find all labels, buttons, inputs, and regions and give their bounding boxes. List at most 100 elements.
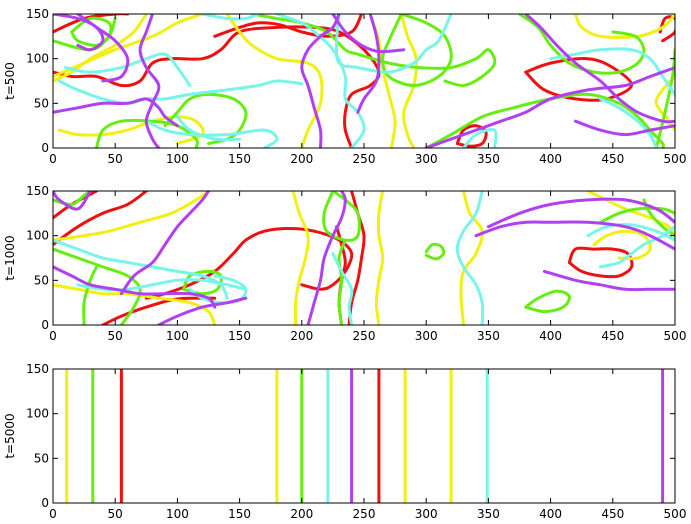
x-tick-label: 150 [228,329,251,343]
series-line-purple-38 [300,14,341,148]
x-tick-label: 0 [49,152,57,166]
series-line-purple-34 [53,265,217,309]
x-tick-label: 100 [166,507,189,521]
series-line-yellow-8 [53,283,217,325]
series-line-purple-34 [53,14,105,52]
series-group [53,14,675,148]
x-tick-label: 100 [166,152,189,166]
series-line-cyan-32 [549,47,675,96]
series-line-red-2 [53,191,148,247]
series-line-yellow-11 [374,191,385,325]
x-tick-label: 450 [601,507,624,521]
series-line-purple-36 [306,191,347,325]
x-tick-label: 350 [477,507,500,521]
x-tick-label: 400 [539,152,562,166]
x-tick-label: 500 [664,507,687,521]
y-tick-label: 50 [34,96,49,110]
series-line-green-23 [598,206,675,224]
series-line-cyan-33 [598,97,658,148]
series-group [65,369,665,503]
series-line-green-20 [337,238,347,325]
y-tick-label: 100 [26,52,49,66]
y-tick-label: 150 [26,362,49,376]
series-line-purple-41 [424,66,675,148]
series-line-cyan-26 [76,278,248,292]
series-line-cyan-26 [144,119,279,148]
series-line-cyan-31 [462,127,498,148]
series-line-purple-39 [542,269,675,292]
panel-2: 0 50 100 150 200 250 300 350 400 450 500 0 50 100 150 t… [3,184,686,343]
series-line-purple-36 [138,14,161,148]
panel-1: 0 50 100 150 200 250 300 350 400 450 500 0 50 100 150 t… [3,7,686,166]
y-tick-label: 0 [41,141,49,155]
x-tick-label: 350 [477,152,500,166]
x-tick-label: 250 [353,329,376,343]
x-tick-label: 300 [415,507,438,521]
series-line-yellow-14 [654,75,675,132]
series-line-yellow-10 [225,14,324,148]
x-tick-label: 500 [664,152,687,166]
panel-3: 0 50 100 150 200 250 300 350 400 450 500 0 50 100 150 t… [3,362,686,521]
series-line-red-2 [53,25,381,148]
series-line-red-6 [658,15,675,43]
series-line-purple-39 [356,14,381,114]
y-tick-label: 50 [34,451,49,465]
series-line-purple-38 [486,197,675,229]
x-tick-label: 250 [353,507,376,521]
x-tick-label: 300 [415,329,438,343]
series-line-cyan-27 [175,115,242,142]
y-tick-label: 100 [26,407,49,421]
series-line-green-22 [524,289,571,314]
series-line-yellow-14 [592,229,652,261]
x-tick-label: 200 [290,329,313,343]
x-tick-label: 0 [49,507,57,521]
series-line-purple-35 [76,14,130,83]
x-tick-label: 150 [228,507,251,521]
y-axis-label: t=1000 [3,235,17,280]
y-axis-label: t=5000 [3,413,17,458]
series-line-yellow-8 [53,14,148,83]
series-line-green-18 [163,92,248,145]
series-line-purple-32 [53,191,92,211]
x-tick-label: 150 [228,152,251,166]
x-tick-label: 500 [664,329,687,343]
x-tick-label: 400 [539,507,562,521]
series-line-cyan-31 [598,225,675,269]
x-tick-label: 400 [539,329,562,343]
x-tick-label: 200 [290,152,313,166]
x-tick-label: 450 [601,329,624,343]
series-line-purple-35 [157,296,248,325]
series-line-cyan-28 [331,252,354,325]
x-tick-label: 0 [49,329,57,343]
y-tick-label: 150 [26,7,49,21]
series-line-green-17 [95,118,199,148]
series-line-yellow-12 [459,191,484,325]
series-line-red-4 [144,227,354,300]
series-line-purple-43 [574,119,675,137]
x-tick-label: 450 [601,152,624,166]
x-tick-label: 100 [166,329,189,343]
series-line-green-21 [424,242,446,261]
series-line-red-3 [101,296,217,325]
series-line-cyan-28 [200,14,260,21]
series-line-green-19 [250,14,497,88]
series-line-cyan-29 [275,14,366,148]
series-line-cyan-24 [63,52,192,87]
y-tick-label: 0 [41,496,49,510]
x-tick-label: 350 [477,329,500,343]
series-line-cyan-30 [334,14,453,74]
y-tick-label: 0 [41,318,49,332]
series-line-yellow-12 [399,14,419,148]
series-line-purple-33 [119,191,210,296]
series-line-red-5 [524,57,633,102]
series-line-red-1 [53,14,130,34]
series-line-purple-37 [474,220,675,251]
series-line-purple-40 [331,14,406,54]
y-axis-label: t=500 [3,62,17,100]
plot-frame [52,368,676,504]
series-line-green-22 [518,14,646,75]
plot-frame [52,190,676,326]
y-tick-label: 50 [34,273,49,287]
y-tick-label: 150 [26,184,49,198]
